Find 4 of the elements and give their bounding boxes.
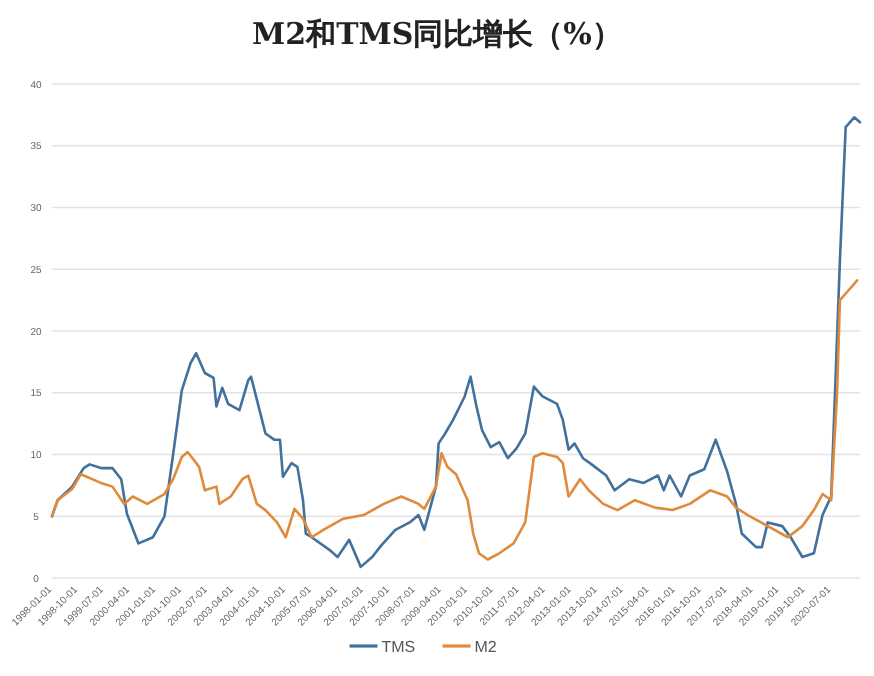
legend-label: M2 xyxy=(474,637,498,656)
legend-label: TMS xyxy=(381,637,416,656)
chart-title: M2和TMS同比增长（%） xyxy=(252,16,622,52)
line-series xyxy=(50,279,859,561)
